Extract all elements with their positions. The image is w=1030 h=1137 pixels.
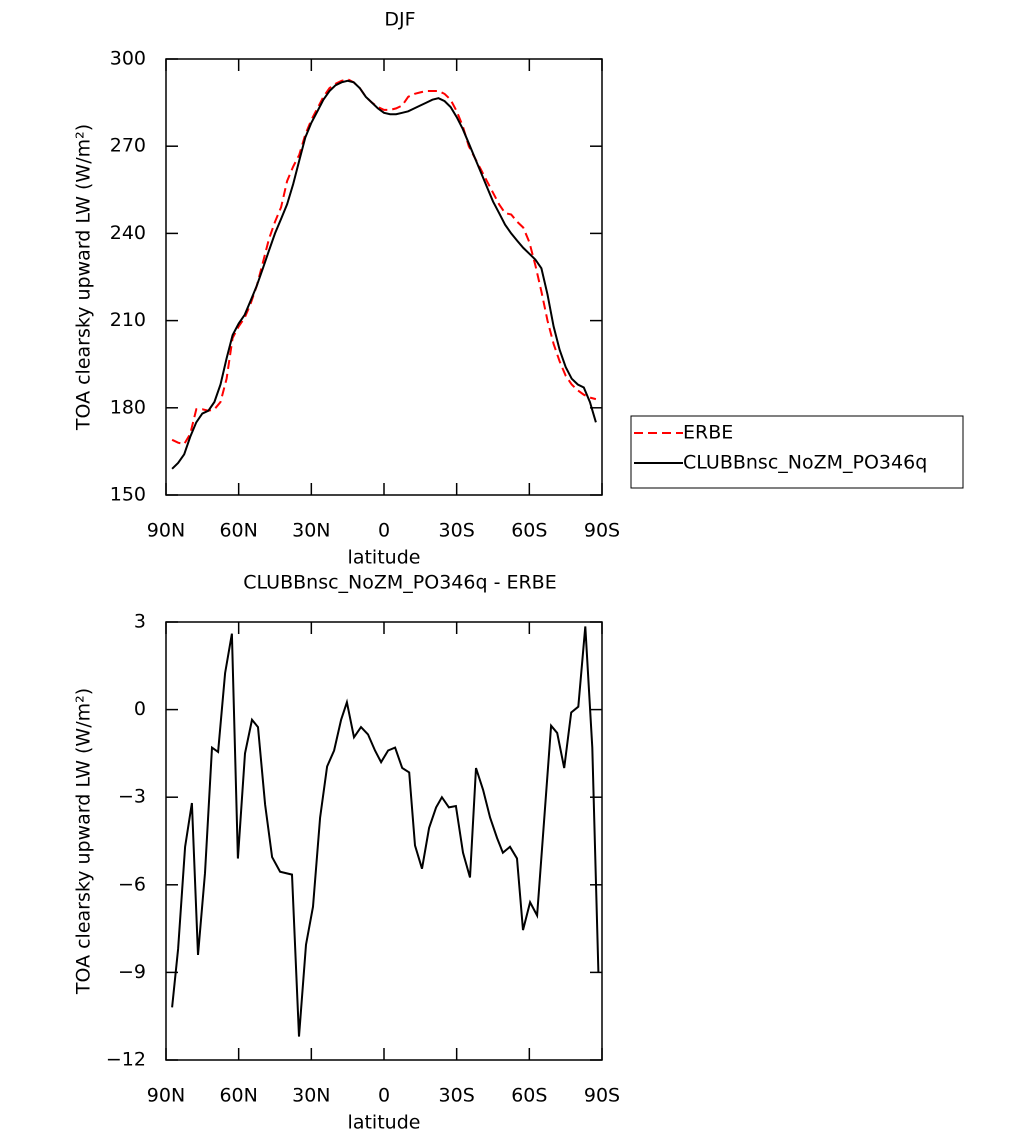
- y-tick-label: −12: [106, 1049, 146, 1071]
- y-axis-label: TOA clearsky upward LW (W/m²): [73, 688, 95, 995]
- chart-title: DJF: [384, 9, 415, 31]
- x-tick-label: 90N: [147, 520, 185, 542]
- x-tick-label: 90S: [584, 1085, 620, 1107]
- y-tick-label: −6: [118, 873, 146, 895]
- x-axis-label: latitude: [348, 1112, 421, 1134]
- x-tick-label: 30S: [439, 1085, 475, 1107]
- x-tick-label: 0: [378, 1085, 390, 1107]
- y-tick-label: 240: [110, 222, 146, 244]
- y-tick-label: 180: [110, 396, 146, 418]
- legend-box: [630, 415, 964, 489]
- x-tick-label: 60S: [511, 520, 547, 542]
- x-tick-label: 60N: [219, 520, 257, 542]
- series-line: [171, 626, 600, 1037]
- x-tick-label: 90S: [584, 520, 620, 542]
- series-line: [171, 78, 597, 446]
- y-axis-label: TOA clearsky upward LW (W/m²): [73, 124, 95, 431]
- y-tick-label: 0: [134, 698, 146, 720]
- y-tick-label: −9: [118, 961, 146, 983]
- x-tick-label: 90N: [147, 1085, 185, 1107]
- y-tick-label: 150: [110, 484, 146, 506]
- plot-frame: [165, 58, 603, 496]
- x-axis-label: latitude: [348, 547, 421, 569]
- plot-frame: [165, 621, 603, 1061]
- y-tick-label: 300: [110, 48, 146, 70]
- y-tick-label: 270: [110, 135, 146, 157]
- legend-label: ERBE: [683, 422, 733, 444]
- series-line: [171, 79, 597, 470]
- x-tick-label: 60N: [219, 1085, 257, 1107]
- chart-title: CLUBBnsc_NoZM_PO346q - ERBE: [243, 572, 556, 594]
- x-tick-label: 30N: [292, 1085, 330, 1107]
- x-tick-label: 30N: [292, 520, 330, 542]
- legend-label: CLUBBnsc_NoZM_PO346q: [683, 452, 927, 474]
- y-tick-label: 3: [134, 611, 146, 633]
- x-tick-label: 0: [378, 520, 390, 542]
- x-tick-label: 60S: [511, 1085, 547, 1107]
- x-tick-label: 30S: [439, 520, 475, 542]
- y-tick-label: −3: [118, 786, 146, 808]
- y-tick-label: 210: [110, 309, 146, 331]
